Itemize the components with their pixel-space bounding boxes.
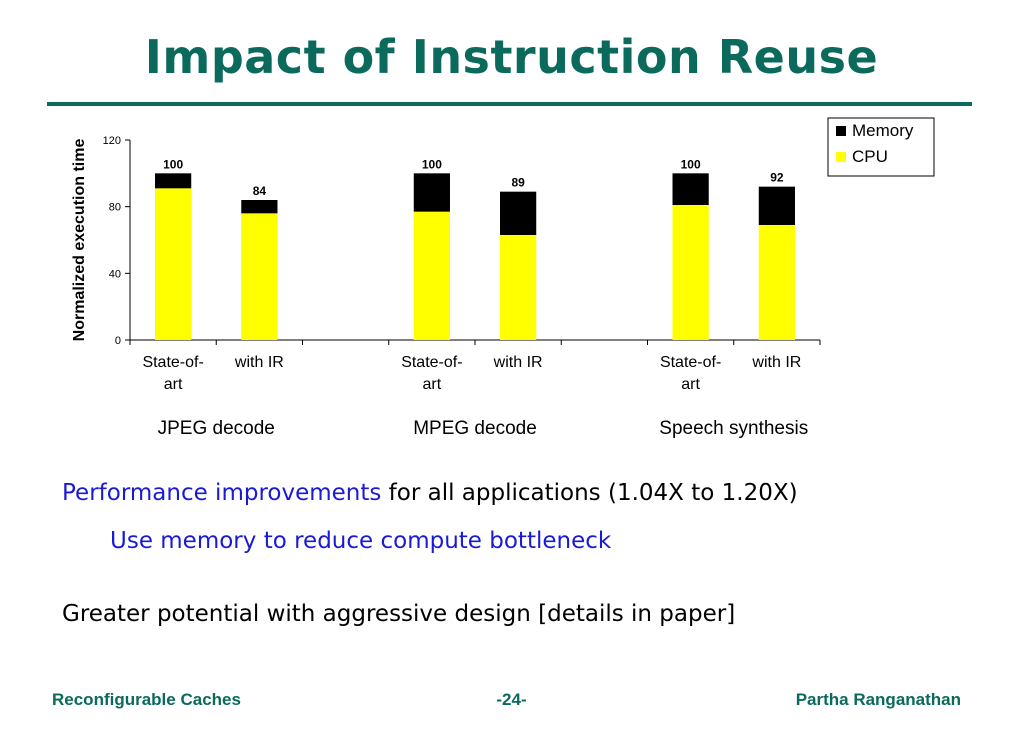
data-label: 100: [163, 157, 183, 171]
bullet-memory: Use memory to reduce compute bottleneck: [110, 528, 612, 554]
bar-cpu: [672, 205, 709, 340]
footer-author: Partha Ranganathan: [795, 690, 961, 709]
bar-cpu: [500, 235, 537, 340]
x-group-label: JPEG decode: [158, 418, 275, 439]
bullet-performance-text: for all applications (1.04X to 1.20X): [381, 480, 798, 506]
y-tick-label: 80: [109, 202, 121, 214]
bar-memory: [155, 173, 192, 189]
bar-memory: [672, 173, 709, 205]
x-category-label: with IR: [234, 354, 284, 371]
data-label: 84: [253, 184, 267, 198]
x-category-label: State-of-: [401, 354, 462, 371]
bullet-performance: Performance improvements for all applica…: [62, 480, 798, 506]
x-group-label: MPEG decode: [413, 418, 537, 439]
legend-swatch: [836, 152, 846, 162]
legend-swatch: [836, 126, 846, 136]
x-category-label: with IR: [493, 354, 543, 371]
data-label: 100: [422, 157, 442, 171]
bar-chart: 0 40 80 120 Normalized execution time 100 Stat…: [71, 117, 935, 439]
y-tick-label: 120: [103, 135, 121, 147]
bullet-potential: Greater potential with aggressive design…: [62, 601, 736, 627]
legend-label: CPU: [852, 147, 888, 166]
x-category-label: with IR: [751, 354, 801, 371]
legend-label: Memory: [852, 121, 914, 140]
bar-cpu: [241, 213, 278, 340]
bar-memory: [241, 200, 278, 214]
x-category-label: State-of-: [660, 354, 721, 371]
title-divider: [47, 102, 972, 106]
bar-memory: [500, 191, 537, 235]
bar-memory: [413, 173, 450, 212]
slide-title: Impact of Instruction Reuse: [144, 30, 879, 84]
bullet-performance-highlight: Performance improvements: [62, 480, 382, 506]
footer-page-number: -24-: [496, 690, 527, 709]
bar-cpu: [758, 225, 795, 340]
x-category-label: art: [681, 376, 700, 393]
y-tick-label: 40: [109, 268, 121, 280]
y-tick-label: 0: [115, 335, 121, 347]
data-label: 92: [770, 171, 784, 185]
data-label: 89: [511, 176, 525, 190]
y-axis-title: Normalized execution time: [71, 139, 88, 342]
x-category-label: art: [164, 376, 183, 393]
x-category-label: State-of-: [142, 354, 203, 371]
x-group-label: Speech synthesis: [659, 418, 808, 439]
bar-cpu: [413, 211, 450, 340]
bar-cpu: [155, 188, 192, 340]
bar-memory: [758, 186, 795, 225]
footer-left: Reconfigurable Caches: [52, 690, 241, 709]
x-category-label: art: [423, 376, 442, 393]
data-label: 100: [681, 157, 701, 171]
